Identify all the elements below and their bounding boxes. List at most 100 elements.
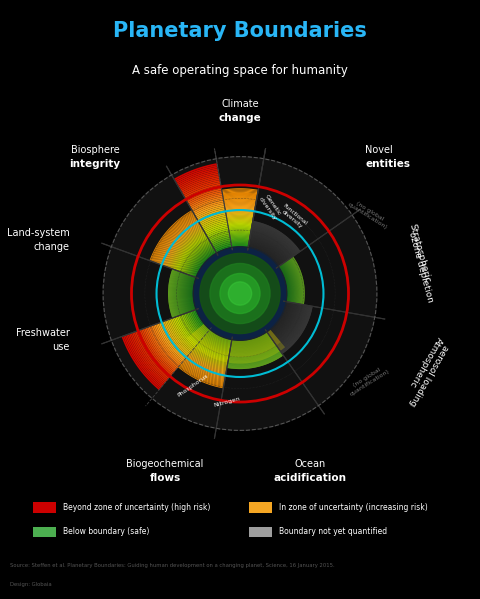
Polygon shape [226, 214, 254, 217]
Polygon shape [226, 211, 254, 214]
Polygon shape [225, 209, 255, 211]
Polygon shape [209, 329, 232, 340]
Polygon shape [187, 276, 191, 311]
Polygon shape [228, 349, 279, 361]
Polygon shape [229, 232, 251, 235]
Polygon shape [174, 271, 179, 316]
Polygon shape [180, 315, 200, 343]
Polygon shape [195, 346, 228, 362]
Polygon shape [251, 233, 290, 259]
Polygon shape [204, 224, 228, 234]
Polygon shape [196, 207, 225, 219]
Polygon shape [171, 318, 193, 350]
Polygon shape [190, 195, 223, 208]
Polygon shape [251, 231, 292, 257]
Polygon shape [178, 316, 199, 344]
Polygon shape [185, 358, 225, 377]
Polygon shape [277, 305, 304, 346]
Polygon shape [229, 232, 251, 235]
Polygon shape [231, 242, 249, 244]
Polygon shape [180, 273, 185, 314]
Polygon shape [252, 222, 300, 252]
Polygon shape [224, 201, 256, 204]
Polygon shape [230, 337, 271, 348]
Polygon shape [168, 269, 173, 318]
Polygon shape [227, 220, 253, 222]
Polygon shape [216, 156, 264, 194]
Polygon shape [189, 246, 213, 275]
Polygon shape [188, 355, 226, 374]
Polygon shape [230, 340, 273, 350]
Polygon shape [250, 236, 288, 261]
Polygon shape [224, 202, 256, 205]
Polygon shape [230, 341, 274, 352]
Polygon shape [204, 222, 228, 232]
Polygon shape [286, 262, 296, 303]
Polygon shape [231, 337, 271, 347]
Text: Genetic
diversity: Genetic diversity [258, 192, 282, 221]
Text: use: use [52, 343, 70, 352]
Polygon shape [292, 257, 304, 305]
Polygon shape [229, 229, 251, 231]
Polygon shape [156, 216, 196, 264]
Polygon shape [176, 271, 180, 316]
Polygon shape [183, 274, 187, 313]
Polygon shape [290, 258, 301, 304]
Polygon shape [282, 264, 292, 302]
Polygon shape [188, 355, 226, 373]
Polygon shape [275, 304, 300, 343]
Polygon shape [175, 316, 197, 346]
Polygon shape [252, 223, 299, 253]
Polygon shape [191, 197, 223, 210]
Polygon shape [251, 234, 289, 259]
Polygon shape [274, 304, 299, 343]
Polygon shape [185, 243, 211, 274]
Polygon shape [253, 159, 352, 251]
Polygon shape [269, 302, 290, 335]
Polygon shape [149, 210, 192, 261]
Polygon shape [198, 343, 229, 358]
Polygon shape [181, 314, 201, 341]
Text: Novel: Novel [365, 144, 393, 155]
Polygon shape [191, 277, 194, 310]
Polygon shape [291, 258, 303, 304]
Polygon shape [224, 201, 256, 204]
Polygon shape [231, 334, 268, 343]
Polygon shape [184, 313, 203, 339]
Polygon shape [228, 226, 252, 228]
Polygon shape [166, 320, 191, 353]
Polygon shape [183, 361, 225, 380]
Polygon shape [228, 222, 252, 224]
Polygon shape [279, 305, 309, 350]
Polygon shape [224, 199, 256, 201]
Polygon shape [145, 328, 176, 371]
Polygon shape [202, 338, 230, 351]
Polygon shape [165, 320, 190, 355]
Polygon shape [230, 236, 250, 238]
Polygon shape [229, 343, 275, 355]
Polygon shape [173, 232, 205, 270]
Polygon shape [199, 341, 229, 356]
Polygon shape [267, 302, 287, 332]
Polygon shape [180, 364, 224, 385]
Polygon shape [282, 264, 292, 302]
Polygon shape [223, 197, 257, 199]
Polygon shape [252, 225, 297, 253]
Polygon shape [228, 349, 279, 362]
Polygon shape [229, 346, 277, 358]
Polygon shape [251, 234, 290, 259]
Polygon shape [207, 229, 229, 238]
Polygon shape [195, 205, 225, 217]
Polygon shape [153, 325, 181, 365]
Polygon shape [168, 227, 202, 268]
Polygon shape [161, 220, 198, 265]
Polygon shape [192, 200, 224, 213]
Polygon shape [223, 198, 257, 200]
Polygon shape [128, 334, 164, 385]
Polygon shape [287, 261, 297, 304]
Polygon shape [199, 212, 226, 223]
Polygon shape [184, 359, 225, 379]
Polygon shape [157, 323, 184, 361]
Polygon shape [232, 332, 267, 341]
Polygon shape [226, 212, 254, 214]
